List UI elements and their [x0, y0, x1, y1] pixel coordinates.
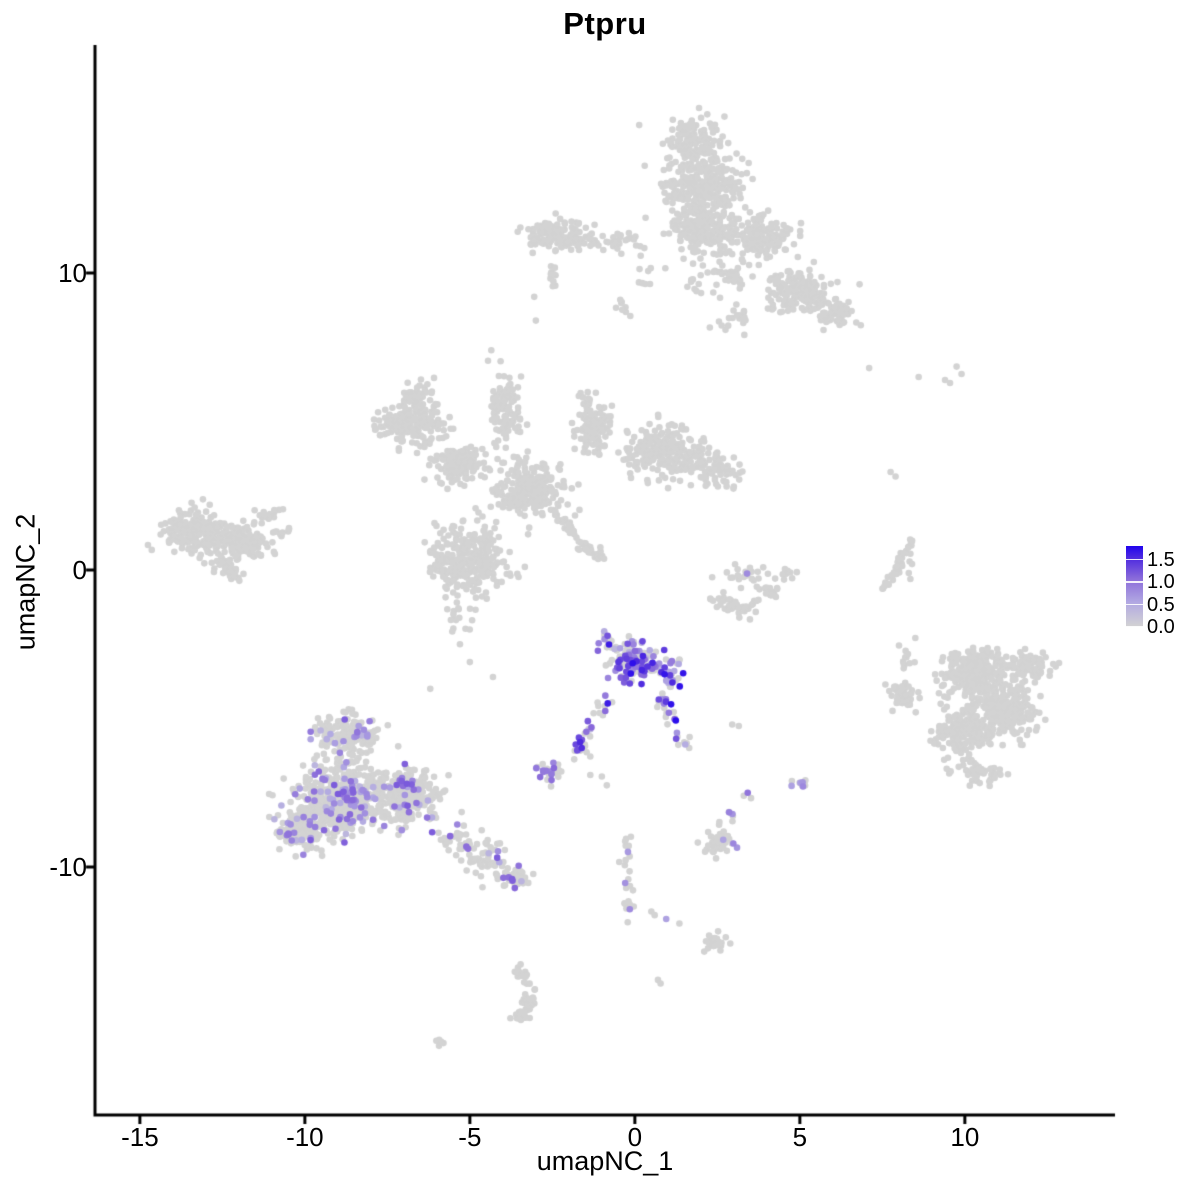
- x-tick-label: 10: [950, 1122, 980, 1152]
- x-axis-label: umapNC_1: [536, 1146, 674, 1176]
- y-tick-label: 10: [58, 258, 87, 289]
- x-tick-label: -15: [121, 1122, 159, 1152]
- x-tick-label: 5: [792, 1122, 808, 1152]
- y-tick-label: -10: [49, 852, 87, 883]
- x-tick-label: 0: [627, 1122, 643, 1152]
- x-tick-label: -10: [286, 1122, 324, 1152]
- plot-title: Ptpru: [563, 6, 647, 41]
- y-tick-label: 0: [72, 555, 87, 586]
- x-tick-label: -5: [458, 1122, 482, 1152]
